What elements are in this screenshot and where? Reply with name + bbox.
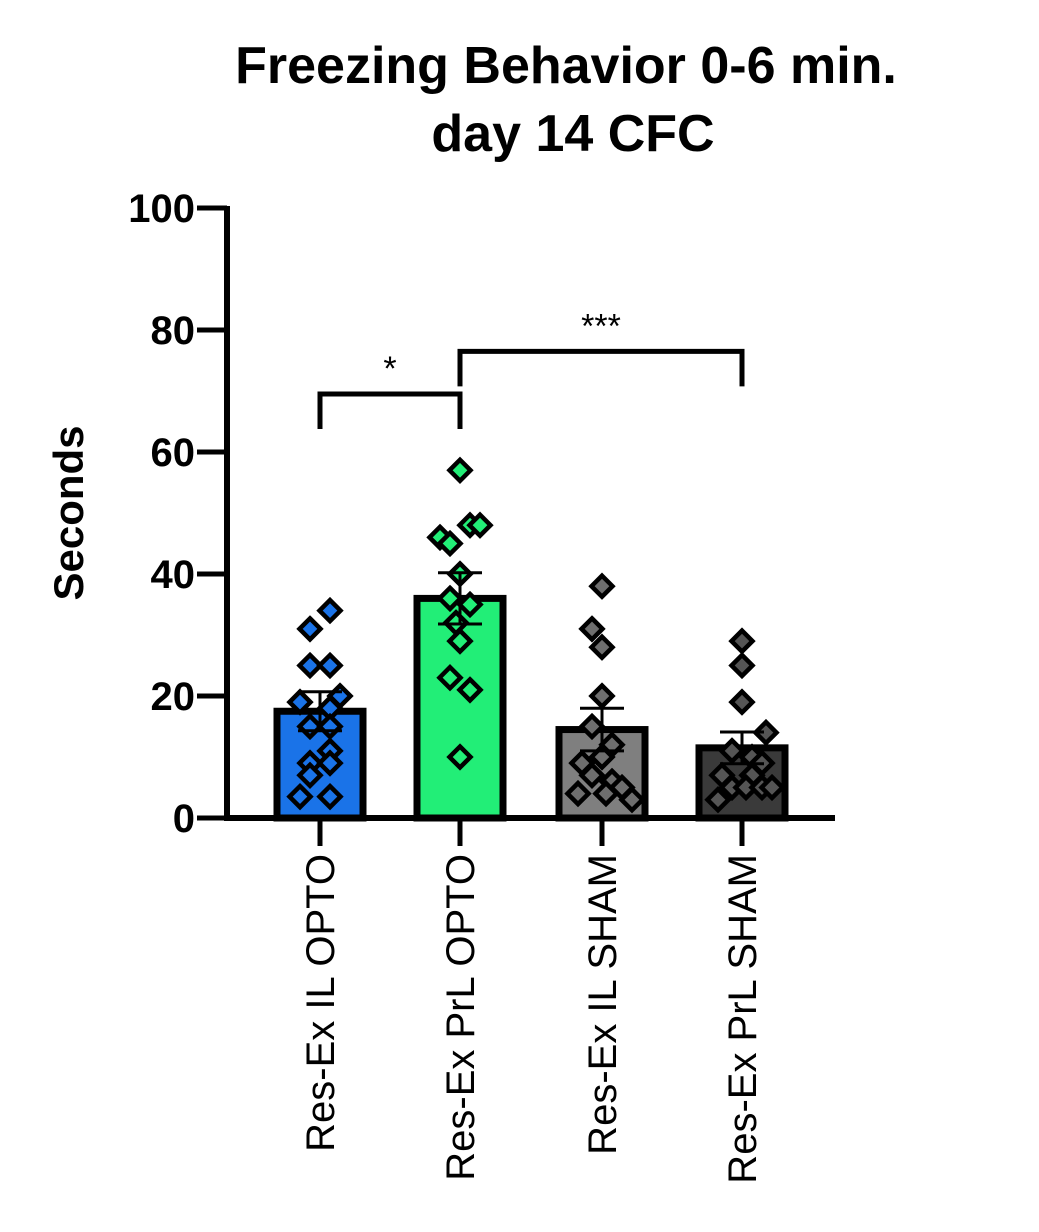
data-point-2-7 (436, 584, 464, 613)
data-point-2-8 (456, 590, 484, 619)
data-point-4-4 (752, 718, 780, 747)
data-point-1-15 (296, 761, 324, 789)
data-point-4-10 (704, 786, 732, 814)
significance-bracket-2 (457, 348, 745, 387)
y-axis-label: Seconds (45, 425, 92, 600)
significance-bracket-1 (317, 391, 463, 430)
data-point-1-3 (296, 651, 324, 680)
data-point-2-1 (446, 456, 474, 484)
y-tick-label-100: 100 (128, 187, 195, 231)
chart-title-line-2: day 14 CFC (431, 105, 714, 163)
significance-label-2: *** (581, 307, 621, 345)
data-point-4-3 (728, 688, 756, 716)
data-point-3-9 (578, 761, 606, 789)
data-point-3-14 (618, 786, 646, 814)
data-point-3-11 (564, 779, 592, 808)
data-point-1-13 (286, 782, 314, 811)
y-tick-label-60: 60 (151, 431, 196, 475)
x-tick-label-4: Res-Ex PrL SHAM (721, 854, 765, 1184)
data-point-1-4 (316, 651, 344, 680)
data-point-3-5 (578, 712, 606, 741)
data-point-1-2 (316, 596, 344, 625)
data-point-1-5 (286, 688, 314, 716)
data-point-2-11 (436, 664, 464, 692)
y-tick-label-0: 0 (173, 797, 195, 841)
data-point-2-5 (466, 511, 494, 539)
data-point-4-5 (718, 737, 746, 765)
data-point-4-1 (728, 627, 756, 655)
plot-area: 0 20 40 60 80 100 Res-Ex IL OPTO Res-Ex PrL OPT… (128, 187, 835, 1184)
x-tick-label-3: Res-Ex IL SHAM (581, 854, 625, 1155)
data-point-1-12 (316, 749, 344, 777)
data-point-4-14 (758, 773, 786, 802)
data-point-2-12 (456, 676, 484, 704)
data-point-1-1 (296, 615, 324, 643)
data-point-2-10 (446, 627, 474, 655)
x-tick-label-1: Res-Ex IL OPTO (299, 854, 343, 1152)
chart-title-line-1: Freezing Behavior 0-6 min. (235, 37, 897, 95)
significance-label-1: * (383, 350, 396, 388)
y-tick-label-40: 40 (151, 553, 196, 597)
data-point-1-14 (316, 782, 344, 811)
y-tick-label-20: 20 (151, 675, 196, 719)
x-tick-label-2: Res-Ex PrL OPTO (439, 854, 483, 1181)
data-point-2-3 (436, 529, 464, 558)
y-tick-label-80: 80 (151, 309, 196, 353)
data-point-2-13 (446, 743, 474, 771)
data-point-3-2 (578, 615, 606, 643)
data-point-3-4 (588, 682, 616, 710)
data-point-3-3 (588, 633, 616, 661)
data-point-3-1 (588, 572, 616, 600)
data-point-4-2 (728, 651, 756, 680)
